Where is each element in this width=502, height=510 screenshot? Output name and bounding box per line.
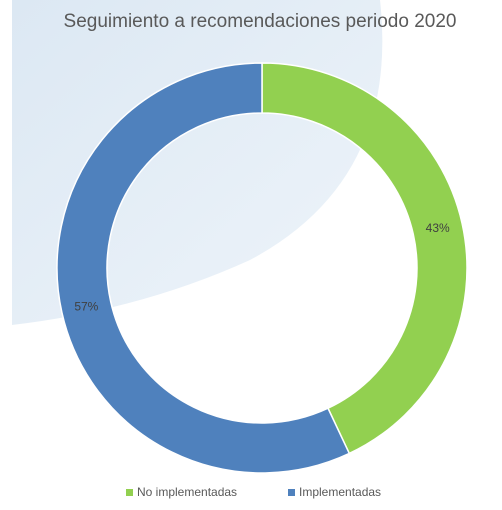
donut: 43% 57% xyxy=(56,62,468,474)
legend-label: No implementadas xyxy=(137,485,237,499)
data-label: 43% xyxy=(426,221,450,235)
legend: No implementadas Implementadas xyxy=(126,485,381,499)
legend-swatch xyxy=(126,489,133,496)
data-label: 57% xyxy=(74,299,98,313)
legend-swatch xyxy=(288,489,295,496)
donut-segment xyxy=(261,62,468,455)
legend-label: Implementadas xyxy=(299,485,381,499)
chart-title: Seguimiento a recomendaciones periodo 20… xyxy=(64,11,457,32)
donut-segment xyxy=(56,62,351,474)
